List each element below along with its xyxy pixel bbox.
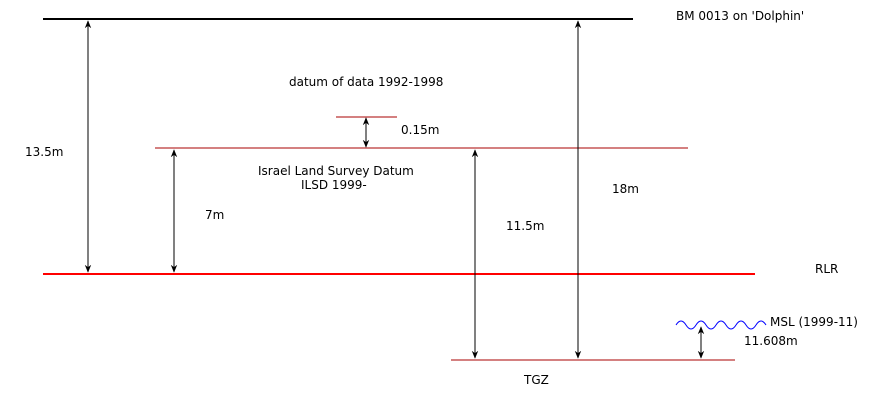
ilsd-label-line1: Israel Land Survey Datum	[258, 164, 414, 178]
dist-13-5m-label: 13.5m	[25, 145, 63, 159]
dist-7m-label: 7m	[205, 208, 224, 222]
dist-11-608m-label: 11.608m	[744, 334, 798, 348]
rlr-label: RLR	[815, 262, 838, 276]
datum-1992-label: datum of data 1992-1998	[289, 75, 443, 89]
bm-label: BM 0013 on 'Dolphin'	[676, 9, 804, 23]
tgz-label: TGZ	[523, 373, 549, 387]
offset-0-15m-label: 0.15m	[401, 123, 439, 137]
msl-label: MSL (1999-11)	[770, 315, 858, 329]
dist-18m-label: 18m	[612, 182, 639, 196]
msl-wave	[675, 320, 767, 330]
ilsd-label-line2: ILSD 1999-	[301, 178, 367, 192]
dist-11-5m-label: 11.5m	[506, 219, 544, 233]
